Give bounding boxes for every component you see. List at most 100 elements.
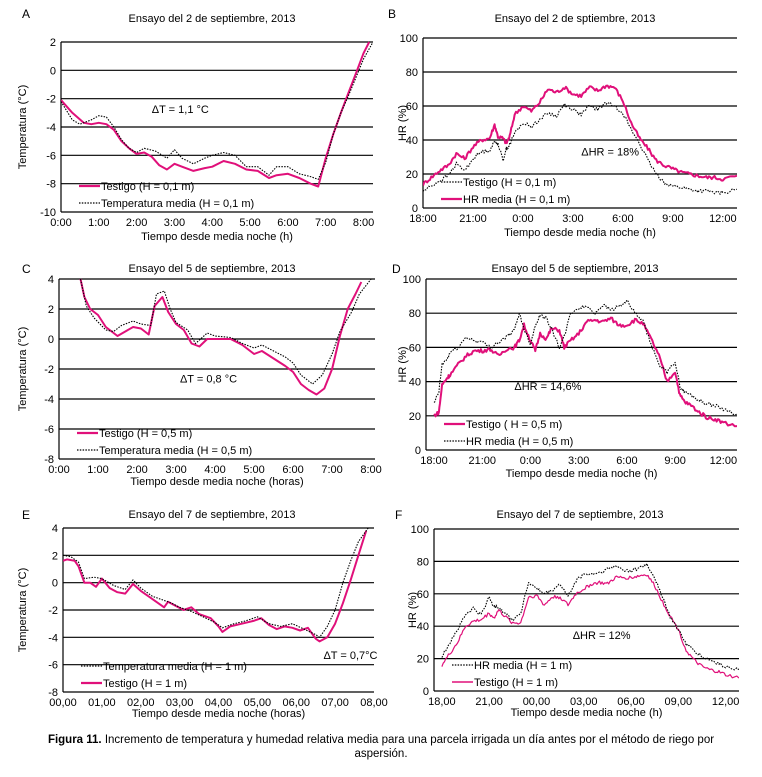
x-tick-label: 7:00	[315, 217, 336, 229]
legend-label: Testigo (H = 1 m)	[103, 678, 187, 690]
y-tick-label: 0	[50, 65, 56, 77]
series-line-media_e	[63, 527, 369, 638]
x-tick-label: 6:00	[616, 455, 637, 467]
y-tick-label: -8	[44, 454, 54, 466]
panel-letter: A	[22, 7, 30, 21]
legend-label: HR media (H = 1 m)	[474, 660, 572, 672]
x-tick-label: 6:00	[612, 213, 633, 225]
series-line-testigo_c	[79, 278, 363, 396]
x-tick-label: 4:00	[204, 464, 225, 476]
x-tick-label: 18:00	[420, 455, 448, 467]
panel-e: E Ensayo del 7 de septiembre, 2013 4 2 0 -2 -4…	[17, 508, 388, 720]
x-tick-label: 12,00	[712, 696, 740, 708]
legend-item: Testigo (H = 1 m)	[81, 678, 187, 690]
y-tick-label: -2	[44, 364, 54, 376]
series-line-media_c	[79, 278, 372, 385]
x-tick-label: 21:00	[468, 455, 496, 467]
y-axis-label: Temperatura (°C)	[17, 85, 29, 169]
x-tick-label: 0:00	[48, 464, 69, 476]
y-tick-label: -8	[46, 179, 56, 191]
x-tick-label: 00,00	[523, 696, 551, 708]
y-tick-label: 0	[415, 445, 421, 457]
x-tick-label: 06,00	[617, 696, 645, 708]
delta-annotation: ΔT = 0,7°C	[323, 650, 377, 662]
y-tick-label: 4	[52, 523, 58, 535]
delta-annotation: ΔHR = 14,6%	[514, 381, 581, 393]
y-tick-label: 0	[52, 578, 58, 590]
y-tick-label: 100	[411, 524, 429, 536]
y-tick-label: -6	[44, 424, 54, 436]
y-axis-label: Temperatura (°C)	[17, 327, 29, 411]
legend-label: Temperatura media (H = 0,1 m)	[101, 198, 254, 210]
delta-annotation: ΔT = 0,8 °C	[180, 374, 237, 386]
x-tick-label: 04,00	[205, 697, 233, 709]
y-tick-label: 20	[409, 411, 421, 423]
y-tick-label: 2	[48, 304, 54, 316]
x-tick-label: 9:00	[662, 213, 683, 225]
legend-item: Testigo (H = 0,5 m)	[77, 428, 192, 440]
panel-letter: C	[22, 262, 31, 276]
x-tick-label: 8:00	[353, 217, 374, 229]
x-tick-label: 3:00	[562, 213, 583, 225]
y-tick-label: 80	[409, 308, 421, 320]
x-axis-label: Tiempo desde media noche (h)	[504, 227, 656, 239]
y-tick-label: 100	[400, 33, 418, 45]
y-tick-label: 0	[48, 334, 54, 346]
x-tick-label: 0:00	[512, 213, 533, 225]
y-tick-label: 2	[50, 37, 56, 49]
x-tick-label: 1:00	[88, 217, 109, 229]
y-axis-label: HR (%)	[397, 346, 409, 382]
series-line-media_d	[433, 299, 737, 416]
figure-caption: Figura 11. Incremento de temperatura y h…	[20, 733, 742, 761]
chart-title: Ensayo del 7 de septiembre, 2013	[497, 509, 664, 521]
legend-item: Temperatura media (H = 0,1 m)	[79, 198, 254, 210]
series-line-media_f	[441, 562, 739, 671]
panel-a: A Ensayo del 2 de septiembre, 2013 2 0 -2 -4 -…	[17, 7, 374, 243]
delta-annotation: ΔHR = 18%	[581, 146, 639, 158]
y-tick-label: -6	[46, 150, 56, 162]
y-tick-label: 40	[409, 377, 421, 389]
x-tick-label: 21,00	[475, 696, 503, 708]
legend-item: Temperatura media (H = 0,5 m)	[77, 445, 252, 457]
x-tick-label: 1:00	[87, 464, 108, 476]
y-tick-label: -4	[46, 122, 56, 134]
legend-label: Testigo (H = 0,1 m)	[463, 177, 556, 189]
chart-title: Ensayo del 2 de septiembre, 2013	[129, 13, 296, 25]
x-tick-label: 4:00	[202, 217, 223, 229]
y-tick-label: -4	[48, 632, 58, 644]
panel-d: D Ensayo del 5 de septiembre, 2013 100 80 60…	[392, 262, 737, 480]
chart-title: Ensayo del 2 de sptiembre, 2013	[495, 13, 656, 25]
x-tick-label: 2:00	[126, 464, 147, 476]
legend-item: Testigo ( H = 0,5 m)	[444, 419, 562, 431]
legend-label: HR media (H = 0,5 m)	[466, 436, 573, 448]
y-axis-label: HR (%)	[407, 592, 419, 628]
legend-item: Testigo (H = 0,1 m)	[79, 181, 194, 193]
x-axis-label: Tiempo desde media noche (horas)	[132, 708, 305, 720]
y-tick-label: 80	[406, 67, 418, 79]
y-tick-label: 60	[409, 342, 421, 354]
legend-label: HR media (H = 0,1 m)	[463, 194, 570, 206]
x-tick-label: 05,00	[244, 697, 272, 709]
x-tick-label: 3:00	[568, 455, 589, 467]
x-tick-label: 01,00	[88, 697, 116, 709]
x-tick-label: 3:00	[165, 464, 186, 476]
x-axis-label: Tiempo desde media noche (h)	[141, 231, 293, 243]
y-tick-label: -2	[46, 94, 56, 106]
legend-label: Temperatura media (H = 1 m)	[103, 661, 247, 673]
chart-title: Ensayo del 7 de septiembre, 2013	[129, 509, 296, 521]
caption-text: Incremento de temperatura y humedad rela…	[101, 734, 715, 760]
x-tick-label: 7:00	[321, 464, 342, 476]
legend-label: Testigo (H = 1 m)	[474, 677, 558, 689]
x-tick-label: 08,00	[360, 697, 388, 709]
x-axis-label: Tiempo desde media noche (h)	[506, 468, 658, 480]
y-tick-label: -4	[44, 394, 54, 406]
legend-item: Testigo (H = 0,1 m)	[441, 177, 556, 189]
x-tick-label: 5:00	[243, 464, 264, 476]
x-tick-label: 07,00	[321, 697, 349, 709]
chart-title: Ensayo del 5 de septiembre, 2013	[492, 263, 659, 275]
x-tick-label: 0:00	[50, 217, 71, 229]
caption-label: Figura 11.	[47, 734, 102, 746]
y-tick-label: 60	[417, 589, 429, 601]
x-tick-label: 6:00	[282, 464, 303, 476]
